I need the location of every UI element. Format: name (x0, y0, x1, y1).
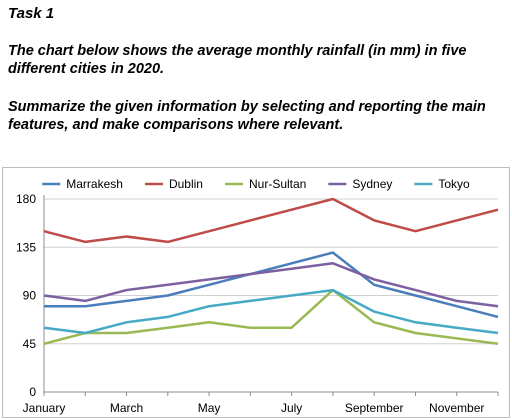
legend-label-tokyo: Tokyo (438, 177, 470, 191)
series-line-sydney (43, 262, 499, 308)
series-line-marrakesh (44, 251, 499, 319)
legend-label-sydney: Sydney (352, 177, 392, 191)
chart-frame (2, 167, 510, 418)
x-tick-label-may: May (198, 401, 221, 415)
series-line-tokyo (43, 288, 499, 335)
y-tick-label-180: 180 (16, 192, 36, 206)
task-instructions: Summarize the given information by selec… (8, 99, 486, 133)
x-tick-label-november: November (429, 401, 484, 415)
y-tick-label-45: 45 (23, 337, 37, 351)
x-tick-label-january: January (23, 401, 66, 415)
x-tick-label-march: March (110, 401, 143, 415)
y-tick-label-90: 90 (23, 289, 37, 303)
legend-label-dublin: Dublin (169, 177, 203, 191)
legend-label-marrakesh: Marrakesh (66, 177, 123, 191)
task-heading: Task 1 (8, 5, 55, 22)
x-tick-label-september: September (345, 401, 404, 415)
series-line-dublin (43, 197, 499, 244)
y-tick-label-135: 135 (16, 240, 36, 254)
series-line-nur-sultan (43, 288, 499, 346)
y-tick-label-0: 0 (29, 385, 36, 399)
x-tick-label-july: July (281, 401, 302, 415)
legend-label-nur-sultan: Nur-Sultan (249, 177, 306, 191)
task-description: The chart below shows the average monthl… (8, 43, 467, 77)
